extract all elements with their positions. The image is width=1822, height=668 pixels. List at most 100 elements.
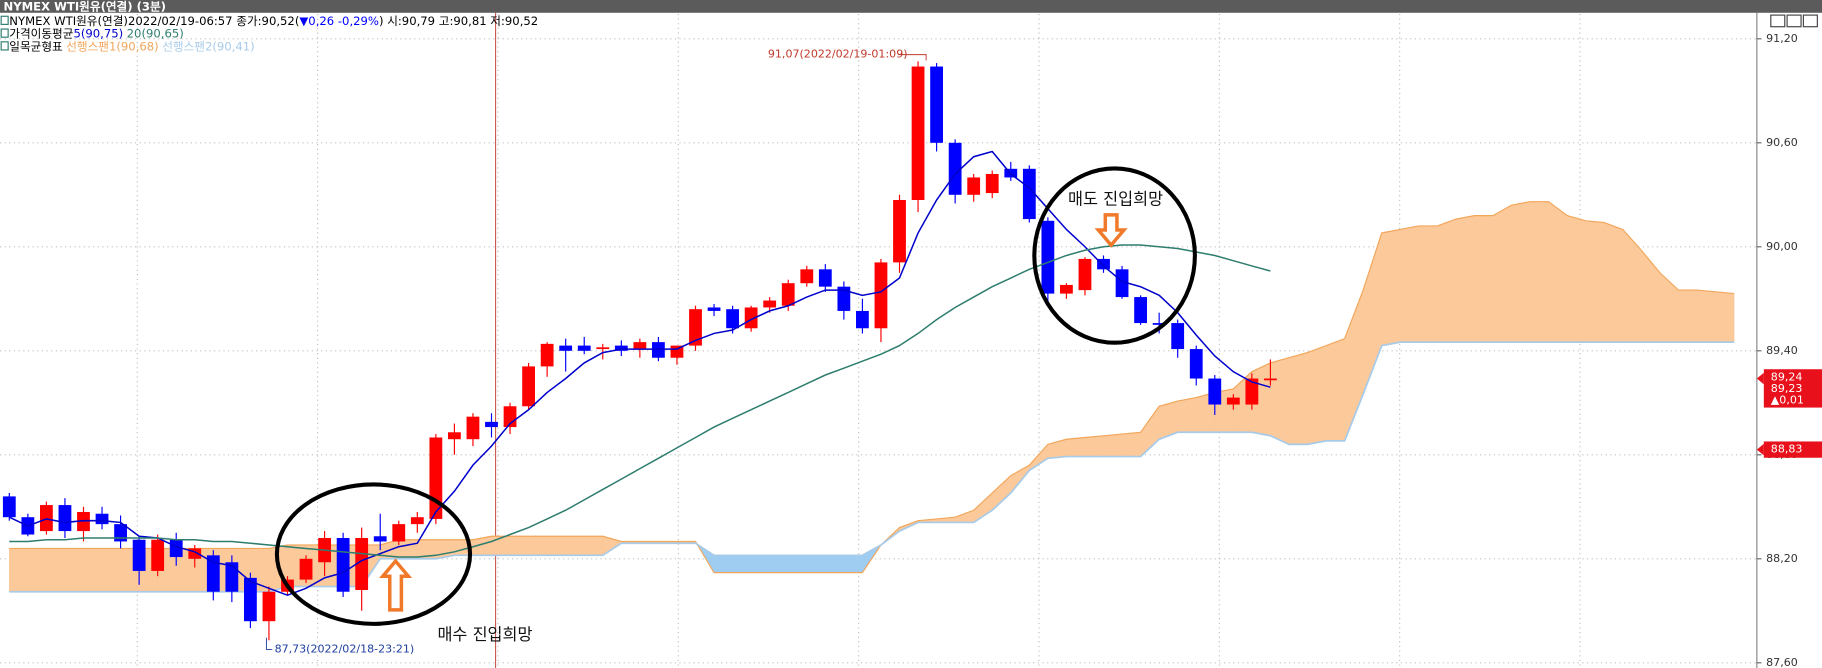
candle-body bbox=[392, 524, 406, 542]
candle-body bbox=[1152, 323, 1166, 325]
legend-entry: 선행스팬1(90,68) bbox=[66, 39, 158, 53]
price-tag-label: 89,23 bbox=[1771, 382, 1803, 395]
icon bbox=[0, 28, 9, 38]
cloud-fill bbox=[843, 555, 863, 573]
candle-body bbox=[559, 345, 573, 351]
candle-body bbox=[188, 548, 202, 559]
candle-body bbox=[911, 66, 925, 200]
cloud-fill bbox=[64, 548, 84, 593]
price-tag-label: 89,24 bbox=[1771, 370, 1803, 383]
candle-body bbox=[151, 539, 165, 571]
candle-body bbox=[930, 66, 943, 143]
candle-body bbox=[1134, 297, 1147, 324]
candle-body bbox=[763, 300, 777, 308]
candle-body bbox=[355, 537, 369, 590]
candle-body bbox=[689, 309, 702, 346]
cloud-fill bbox=[1603, 222, 1624, 343]
header-text: ) 시:90,79 고:90,81 저:90,52 bbox=[379, 13, 538, 27]
candle-body bbox=[1078, 258, 1092, 291]
candle-body bbox=[466, 416, 480, 440]
y-tick-label: 90,00 bbox=[1766, 240, 1798, 253]
legend-line: 가격이동평균5(90,75) 20(90,65) bbox=[9, 26, 183, 40]
buy-arrow bbox=[379, 558, 413, 612]
candle-body bbox=[948, 142, 962, 195]
candle-body bbox=[985, 173, 999, 194]
candle-body bbox=[818, 269, 832, 287]
candle-body bbox=[244, 577, 257, 622]
candle-body bbox=[262, 591, 276, 622]
low-label: 87,73(2022/02/18-23:21) bbox=[275, 642, 415, 655]
candle-body bbox=[707, 307, 721, 311]
cloud-fill bbox=[1121, 431, 1141, 457]
cloud-fill bbox=[713, 555, 733, 573]
candle-body bbox=[781, 283, 795, 306]
candle-body bbox=[744, 307, 758, 329]
cloud-fill bbox=[1715, 291, 1735, 343]
candle-body bbox=[40, 505, 53, 532]
price-tag-pointer bbox=[1756, 443, 1764, 456]
cloud-fill bbox=[825, 555, 845, 573]
candle-body bbox=[633, 342, 647, 350]
candle-body bbox=[336, 537, 350, 592]
close-button[interactable] bbox=[1802, 14, 1818, 28]
price-tag-label: ▲0,01 bbox=[1771, 394, 1804, 407]
annotations: 91,07(2022/02/19-01:09) 87,73(2022/02/18… bbox=[265, 48, 1197, 655]
cloud-fill bbox=[583, 535, 604, 556]
candle-body bbox=[77, 511, 90, 532]
header: NYMEX WTI원유(연결)2022/02/19-06:57 종가:90,52… bbox=[0, 13, 538, 53]
candle-body bbox=[967, 177, 981, 195]
cloud-fill bbox=[787, 555, 808, 573]
cloud-fill bbox=[9, 548, 29, 593]
legend-label: 일목균형표 bbox=[9, 39, 63, 53]
candle-body bbox=[652, 342, 665, 358]
header-line: NYMEX WTI원유(연결)2022/02/19-06:57 종가:90,52… bbox=[9, 13, 538, 27]
cloud-fill bbox=[1270, 357, 1290, 445]
cloud-fill bbox=[1177, 397, 1197, 433]
candle-body bbox=[2, 496, 16, 518]
maximize-button[interactable] bbox=[1786, 14, 1802, 28]
candle-body bbox=[132, 539, 146, 571]
cloud-fill bbox=[398, 539, 418, 560]
high-label: 91,07(2022/02/19-01:09) bbox=[768, 48, 908, 61]
buy-note: 매수 진입희망 bbox=[437, 625, 532, 644]
cloud-fill bbox=[83, 548, 103, 593]
cloud-fill bbox=[101, 548, 121, 593]
candle-body bbox=[1226, 397, 1240, 405]
cloud-fill bbox=[509, 535, 529, 556]
cloud-fill bbox=[750, 555, 770, 573]
candle-body bbox=[1171, 323, 1185, 350]
cloud-fill bbox=[1381, 229, 1401, 346]
legend-entry: 5(90,75) bbox=[73, 26, 123, 40]
candle-body bbox=[58, 505, 72, 532]
candle-body bbox=[1245, 378, 1259, 405]
high-pointer bbox=[898, 54, 927, 61]
cloud-fill bbox=[732, 555, 752, 573]
title-bar bbox=[0, 0, 1822, 13]
candle-body bbox=[837, 286, 851, 311]
cloud-fill bbox=[1418, 225, 1438, 343]
candle-body bbox=[1022, 168, 1036, 220]
minimize-button[interactable] bbox=[1770, 14, 1786, 28]
candle-body bbox=[1208, 378, 1222, 405]
candle-body bbox=[299, 558, 313, 580]
candle-body bbox=[856, 310, 869, 329]
cloud-fill bbox=[491, 535, 511, 556]
span2-line bbox=[9, 341, 1735, 593]
candle-body bbox=[1189, 349, 1203, 379]
legend-label: 가격이동평균 bbox=[9, 26, 73, 40]
y-tick-label: 90,60 bbox=[1766, 136, 1798, 149]
price-tag bbox=[1763, 369, 1822, 408]
candle-body bbox=[540, 343, 554, 367]
candle-body bbox=[614, 345, 628, 351]
candle-body bbox=[1060, 284, 1073, 294]
cloud-fill bbox=[1084, 435, 1104, 457]
candle-body bbox=[169, 539, 183, 558]
candle-body bbox=[485, 421, 498, 428]
chart-title: NYMEX WTI원유(연결) (3분) bbox=[3, 0, 166, 13]
cloud-fill bbox=[1474, 215, 1494, 343]
cloud-fill bbox=[1325, 338, 1345, 442]
low-pointer bbox=[265, 637, 273, 650]
